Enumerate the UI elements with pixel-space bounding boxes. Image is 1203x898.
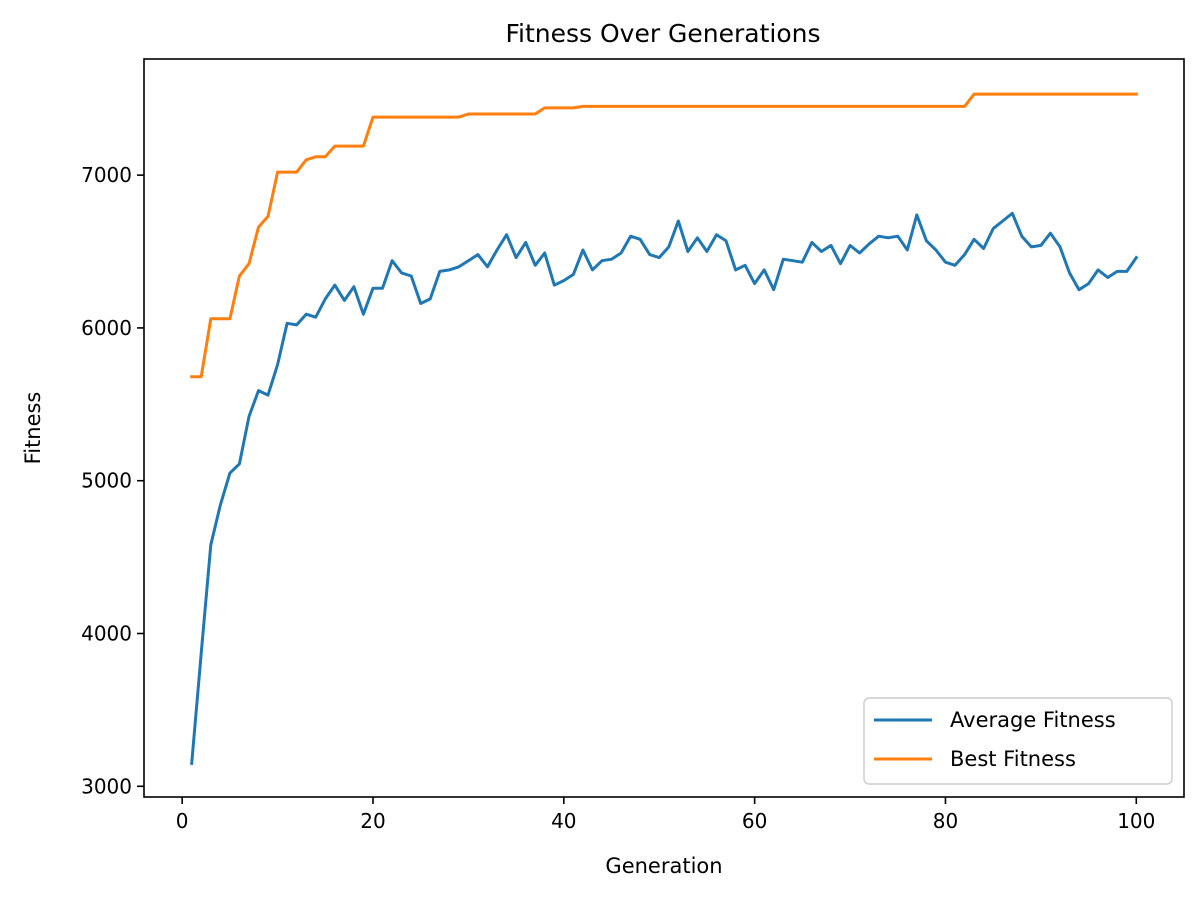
y-tick-label: 7000 bbox=[81, 163, 132, 187]
y-tick-label: 6000 bbox=[81, 316, 132, 340]
x-tick-label: 100 bbox=[1117, 809, 1155, 833]
y-axis-label: Fitness bbox=[21, 392, 45, 465]
x-tick-label: 80 bbox=[933, 809, 958, 833]
chart-title: Fitness Over Generations bbox=[505, 19, 820, 48]
x-axis-label: Generation bbox=[605, 854, 722, 878]
x-tick-label: 0 bbox=[176, 809, 189, 833]
legend-label-average-fitness: Average Fitness bbox=[950, 708, 1116, 732]
axes-frame bbox=[143, 58, 1185, 798]
y-tick-label: 5000 bbox=[81, 469, 132, 493]
x-tick-label: 20 bbox=[360, 809, 385, 833]
series-line-best-fitness bbox=[190, 92, 1138, 379]
legend-box bbox=[863, 697, 1173, 785]
x-tick-label: 40 bbox=[551, 809, 576, 833]
plot-area bbox=[190, 92, 1139, 766]
y-tick-label: 3000 bbox=[81, 774, 132, 798]
legend: Average Fitness Best Fitness bbox=[863, 697, 1173, 785]
y-tick-label: 4000 bbox=[81, 622, 132, 646]
legend-label-best-fitness: Best Fitness bbox=[950, 747, 1076, 771]
series-line-average-fitness bbox=[190, 211, 1139, 766]
axis-ticks: 0 20 40 60 80 100 3000 4000 5000 6000 7000 bbox=[81, 163, 1155, 833]
x-tick-label: 60 bbox=[742, 809, 767, 833]
